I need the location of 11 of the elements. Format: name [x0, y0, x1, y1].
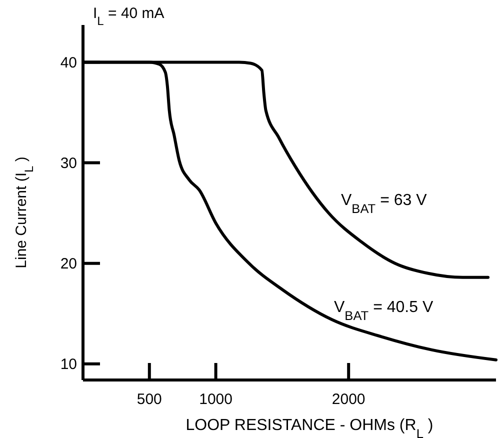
- x-tick-label: 500: [136, 391, 162, 408]
- annotation: I$_{L}$ = 40 mA: [93, 5, 164, 28]
- annotation: V$_{BAT}$ = 40.5 V: [334, 299, 434, 322]
- y-tick-label: 10: [60, 356, 77, 374]
- y-tick-label: 30: [60, 155, 77, 172]
- x-tick-label: 2000: [332, 391, 366, 408]
- y-tick-label: 20: [60, 256, 77, 273]
- x-tick-label: 1000: [199, 391, 232, 408]
- x-axis-title: LOOP RESISTANCE - OHMs (R$_{L}$ ): [186, 417, 434, 438]
- annotation: V$_{BAT}$ = 63 V: [341, 192, 428, 216]
- y-tick-label: 40: [60, 54, 77, 72]
